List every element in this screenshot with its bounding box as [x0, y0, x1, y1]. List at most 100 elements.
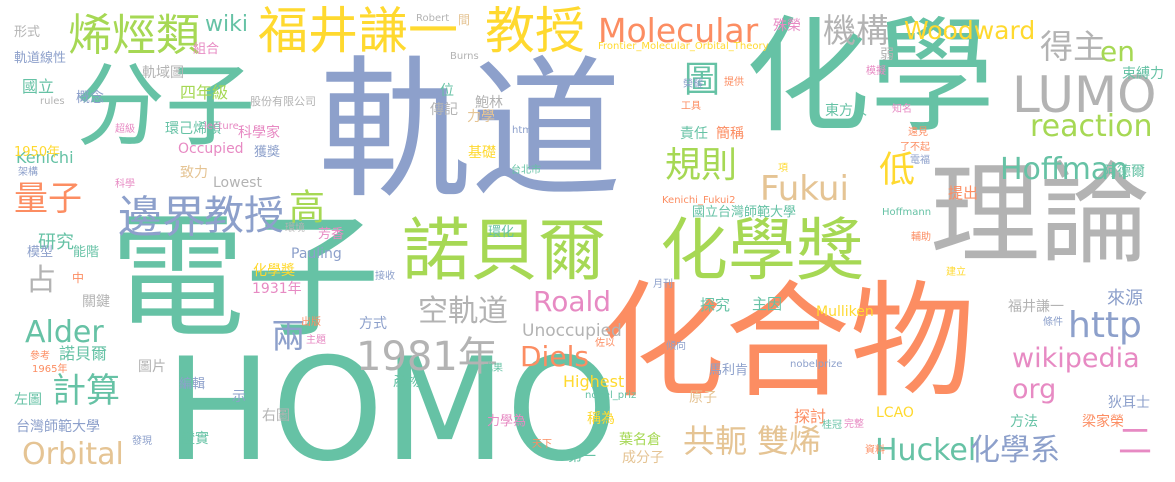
- cloud-word-cjk-121: 台北市: [511, 165, 541, 176]
- cloud-word-cjk-41: 二: [1118, 422, 1152, 462]
- cloud-word-reaction-20: reaction: [1030, 109, 1153, 144]
- cloud-word-cjk-49: 國立: [22, 77, 55, 96]
- cloud-word-cjk-43: 兩: [265, 318, 305, 352]
- cloud-word-1931-65: 1931年: [252, 281, 302, 297]
- cloud-word-cjk-141: 月刊: [653, 279, 673, 290]
- cloud-word-cjk-142: 出版: [301, 317, 321, 328]
- cloud-word-cjk-23: 規則: [665, 145, 738, 186]
- cloud-word-cjk-105: 基礎: [468, 145, 496, 161]
- cloud-word-cjk-0: 軌道: [318, 42, 622, 219]
- cloud-word-cjk-143: 主題: [306, 335, 326, 346]
- cloud-word-woodward-17: Woodward: [904, 16, 1036, 45]
- cloud-word-cjk-10: 教授: [485, 2, 585, 60]
- cloud-word-cjk-62: 芳香: [318, 227, 345, 242]
- cloud-word-cjk-59: 研究: [38, 232, 74, 253]
- cloud-word-unoccupied-68: Unoccupied: [522, 321, 622, 341]
- cloud-word-cjk-128: 工具: [681, 101, 701, 112]
- cloud-word-cjk-18: 得主: [1040, 27, 1106, 66]
- cloud-word-cjk-82: 成分子: [622, 450, 664, 466]
- cloud-word-cjk-79: 力學為: [487, 414, 527, 429]
- cloud-word-cjk-107: 束縛力: [1122, 66, 1164, 82]
- cloud-word-cjk-127: 榮耀: [683, 79, 703, 90]
- cloud-word-cjk-24: 圖: [678, 60, 719, 96]
- cloud-word-burns-115: Burns: [450, 51, 479, 62]
- cloud-word-cjk-75: 左圖: [14, 392, 42, 408]
- cloud-word-cjk-140: 接收: [375, 271, 395, 282]
- cloud-word-cjk-147: 傾向: [666, 341, 686, 352]
- cloud-word-cjk-108: 形式: [14, 25, 41, 40]
- cloud-word-pauling-63: Pauling: [291, 246, 342, 262]
- cloud-word-cjk-56: 科學家: [238, 125, 280, 141]
- cloud-word-lcao-93: LCAO: [876, 405, 914, 421]
- cloud-word-cjk-91: 梁家榮: [1082, 414, 1124, 430]
- cloud-word-cjk-80: 稱為: [587, 411, 615, 427]
- cloud-word-cjk-83: 第一: [568, 449, 596, 465]
- cloud-word-nobel-priz-125: nobel_priz: [585, 390, 637, 401]
- cloud-word-cjk-136: 環境: [285, 223, 305, 234]
- cloud-word-cjk-78: 證實: [181, 431, 209, 447]
- cloud-word-molecular-15: Molecular: [598, 11, 759, 50]
- cloud-word-cjk-97: 提出: [948, 184, 979, 202]
- cloud-word-cjk-1: 電子: [110, 199, 380, 356]
- cloud-word-org-34: org: [1012, 374, 1057, 405]
- cloud-word-lowest-99: Lowest: [213, 175, 262, 191]
- cloud-word-cjk-133: 電福: [910, 155, 930, 166]
- cloud-word-cjk-146: 成果: [483, 363, 503, 374]
- cloud-word-cjk-98: 國立台灣師範大學: [692, 205, 797, 220]
- cloud-word-cjk-64: 化學獎: [253, 263, 295, 279]
- cloud-word-cjk-152: 發現: [132, 436, 152, 447]
- cloud-word-cjk-72: 產物: [393, 374, 421, 390]
- cloud-word-cjk-150: 建立: [946, 267, 966, 278]
- cloud-word-lecture-117: lecture: [204, 121, 239, 132]
- cloud-word-cjk-101: 環化: [488, 225, 515, 240]
- cloud-word-hoffman-21: Hoffman: [1000, 152, 1129, 187]
- cloud-word-cjk-74: 馬利肯: [709, 363, 749, 378]
- cloud-word-1950-58: 1950年: [14, 145, 61, 160]
- cloud-word-en-19: en: [1100, 35, 1135, 68]
- cloud-word-cjk-129: 模擬: [866, 66, 886, 77]
- cloud-word-cjk-154: 桂冠: [822, 420, 842, 431]
- cloud-word-cjk-90: 狄耳士: [1108, 395, 1150, 411]
- cloud-word-cjk-29: 空軌道: [418, 294, 508, 329]
- cloud-word-cjk-156: 資料: [865, 445, 885, 456]
- cloud-word-rules-118: rules: [40, 96, 65, 107]
- cloud-word-cjk-92: 方法: [1010, 414, 1038, 430]
- cloud-word-cjk-54: 環己烯類: [165, 121, 221, 137]
- cloud-word-cjk-44: 占: [26, 263, 56, 298]
- cloud-word-cjk-134: 架構: [18, 167, 38, 178]
- cloud-word-cjk-60: 模型: [27, 245, 54, 260]
- cloud-word-highest-73: Highest: [563, 372, 625, 391]
- cloud-word-cjk-5: 分子: [75, 54, 255, 159]
- cloud-word-cjk-26: 低: [873, 150, 914, 186]
- cloud-word-kenichi-fukui2-122: Kenichi_Fukui2: [662, 195, 736, 206]
- cloud-word-cjk-126: 提供: [724, 77, 744, 88]
- cloud-word-cjk-151: 示: [232, 389, 246, 405]
- cloud-word-cjk-112: 軌域圖: [142, 65, 184, 81]
- cloud-word-wikipedia-33: wikipedia: [1012, 343, 1140, 374]
- cloud-word-cjk-67: 方式: [359, 316, 387, 332]
- cloud-word-cjk-131: 遠見: [908, 127, 928, 138]
- cloud-word-cjk-85: 探究: [700, 296, 731, 314]
- cloud-word-cjk-111: 弱: [880, 47, 894, 63]
- cloud-word-cjk-42: 量子: [14, 179, 82, 219]
- cloud-word-cjk-35: 計算: [52, 371, 120, 411]
- cloud-word-cjk-76: 右圖: [262, 408, 290, 424]
- cloud-word-cjk-137: 項: [778, 163, 788, 174]
- cloud-word-cjk-66: 關鍵: [82, 294, 110, 310]
- cloud-word-cjk-12: 邊界: [118, 192, 206, 243]
- cloud-word-cjk-70: 圖片: [138, 359, 166, 375]
- cloud-word-cjk-8: 化學獎: [660, 212, 865, 291]
- cloud-word-robert-114: Robert: [416, 13, 450, 24]
- cloud-word-cjk-132: 了不起: [900, 142, 930, 153]
- cloud-word-cjk-25: 高: [283, 188, 324, 224]
- cloud-word-orbital-36: Orbital: [22, 437, 124, 472]
- cloud-word-cjk-148: 佐以: [595, 338, 615, 349]
- cloud-word-cjk-52: 傳記: [430, 102, 458, 118]
- cloud-word-1981-28: 1981年: [356, 334, 498, 380]
- cloud-word-cjk-53: 鮑林: [475, 95, 503, 111]
- cloud-word-cjk-109: 間: [458, 13, 471, 27]
- cloud-word-cjk-95: 東方人: [825, 103, 867, 119]
- cloud-word-alder-31: Alder: [25, 315, 104, 350]
- cloud-word-cjk-104: 力學: [467, 109, 495, 125]
- cloud-word-cjk-16: 機構: [823, 11, 889, 50]
